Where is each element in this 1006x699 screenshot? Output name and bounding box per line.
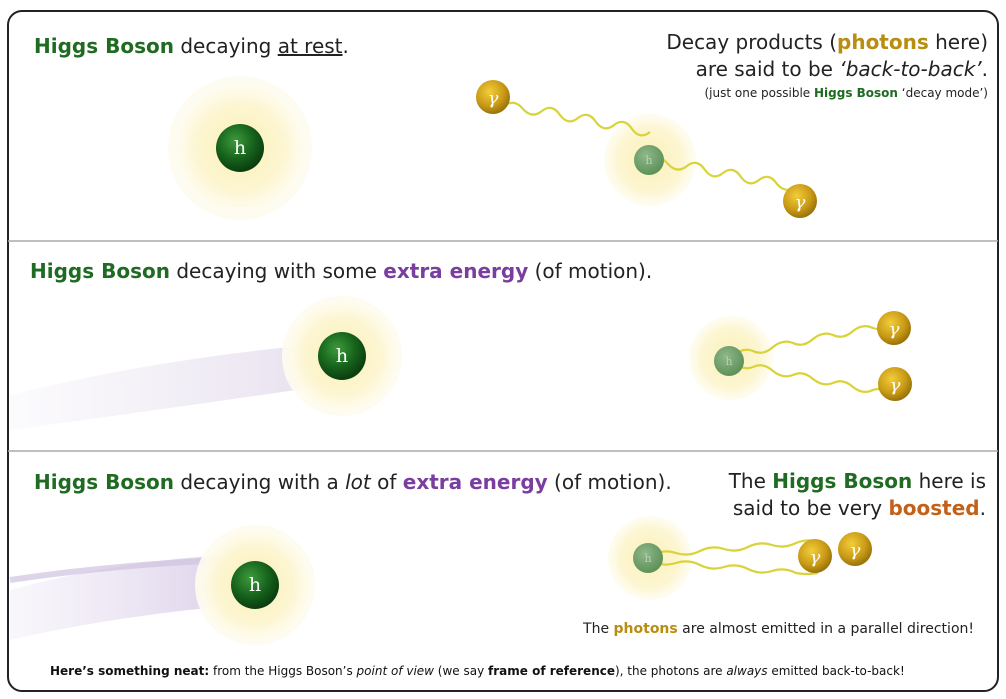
- footer-text: (we say: [433, 664, 489, 678]
- motion-trail-streak: [9, 557, 226, 583]
- motion-trail: [10, 555, 240, 640]
- note-text: .: [979, 496, 986, 520]
- photon-2: [783, 184, 817, 218]
- photon-wave-upper: [651, 539, 819, 556]
- note-text: The: [583, 621, 614, 637]
- title-text: decaying: [173, 34, 278, 58]
- note-text: (just one possible: [704, 86, 814, 100]
- photon-symbol: γ: [890, 375, 901, 396]
- motion-trail: [10, 345, 330, 430]
- higgs-symbol: h: [249, 574, 261, 596]
- footer-text: emitted back-to-back!: [767, 664, 905, 678]
- footer-lead: Here’s something neat:: [50, 664, 210, 678]
- photon-wave-left: [504, 101, 651, 137]
- photons-label: photons: [613, 621, 678, 637]
- panel1-note-line1: Decay products (photons here): [666, 30, 988, 54]
- frame-of-reference-text: frame of reference: [488, 664, 615, 678]
- title-text: decaying with some: [169, 259, 384, 283]
- photon-1: [877, 311, 911, 345]
- note-text: here is: [912, 469, 986, 493]
- panel2-title: Higgs Boson decaying with some extra ene…: [30, 259, 652, 283]
- photon-1: [476, 80, 510, 114]
- photon-symbol: γ: [810, 547, 821, 568]
- panel1-decay: h γ γ: [476, 80, 817, 218]
- extra-energy-label: extra energy: [383, 259, 529, 283]
- higgs-symbol-faded: h: [644, 552, 651, 565]
- note-text: ‘decay mode’): [897, 86, 988, 100]
- title-text: of: [370, 470, 403, 494]
- higgs-symbol: h: [336, 345, 348, 367]
- panel3-photons-note: The photons are almost emitted in a para…: [583, 621, 974, 637]
- panel2-decay: h γ γ: [689, 311, 912, 401]
- note-text: here): [928, 30, 988, 54]
- panel1-title: Higgs Boson decaying at rest.: [34, 34, 349, 58]
- note-text: Decay products (: [666, 30, 838, 54]
- title-text: (of motion).: [547, 470, 672, 494]
- higgs-symbol: h: [234, 137, 246, 159]
- point-of-view-text: point of view: [356, 664, 434, 678]
- photon-symbol: γ: [850, 540, 861, 561]
- higgs-boson-label: Higgs Boson: [30, 259, 170, 283]
- note-text: The: [728, 469, 773, 493]
- panel3-higgs-boosted: h: [9, 525, 315, 645]
- higgs-symbol-faded: h: [725, 355, 732, 368]
- photon-wave-right: [649, 156, 794, 191]
- higgs-boson-label: Higgs Boson: [34, 34, 174, 58]
- footer-text: from the Higgs Boson’s: [209, 664, 357, 678]
- photon-2: [838, 532, 872, 566]
- back-to-back-text: ‘back-to-back’: [839, 57, 982, 81]
- higgs-symbol-faded: h: [645, 154, 652, 167]
- panel3-title: Higgs Boson decaying with a lot of extra…: [34, 470, 672, 494]
- boosted-label: boosted: [888, 496, 980, 520]
- photons-label: photons: [837, 30, 929, 54]
- photon-symbol: γ: [889, 319, 900, 340]
- extra-energy-label: extra energy: [402, 470, 548, 494]
- photon-wave-lower: [651, 560, 819, 576]
- note-text: are said to be: [695, 57, 840, 81]
- panel1-higgs-at-rest: h: [168, 76, 312, 220]
- photon-2: [878, 367, 912, 401]
- panel3-note-line1: The Higgs Boson here is: [729, 469, 986, 493]
- footer-text: ), the photons are: [614, 664, 727, 678]
- note-text: said to be very: [732, 496, 889, 520]
- title-text: decaying with a: [173, 470, 346, 494]
- photon-1: [798, 539, 832, 573]
- higgs-boson-label: Higgs Boson: [772, 469, 913, 493]
- photon-symbol: γ: [488, 88, 499, 109]
- photon-wave-lower: [732, 361, 888, 394]
- panel3-decay: h γ γ: [608, 516, 872, 600]
- photon-wave-upper: [732, 324, 888, 357]
- panel1-note-line2: are said to be ‘back-to-back’.: [696, 57, 988, 81]
- panel3-note-line2: said to be very boosted.: [733, 496, 986, 520]
- higgs-boson-label: Higgs Boson: [34, 470, 174, 494]
- footer-note: Here’s something neat: from the Higgs Bo…: [50, 664, 905, 678]
- always-text: always: [726, 664, 768, 678]
- panel2-higgs-moving: h: [10, 296, 402, 430]
- note-text: .: [981, 57, 988, 81]
- panel1-note-line3: (just one possible Higgs Boson ‘decay mo…: [705, 86, 989, 100]
- lot-text: lot: [345, 470, 371, 494]
- photon-symbol: γ: [795, 192, 806, 213]
- higgs-boson-label: Higgs Boson: [813, 86, 898, 100]
- title-text: (of motion).: [528, 259, 653, 283]
- at-rest-text: at rest: [277, 34, 343, 58]
- title-text: .: [342, 34, 349, 58]
- note-text: are almost emitted in a parallel directi…: [677, 621, 974, 637]
